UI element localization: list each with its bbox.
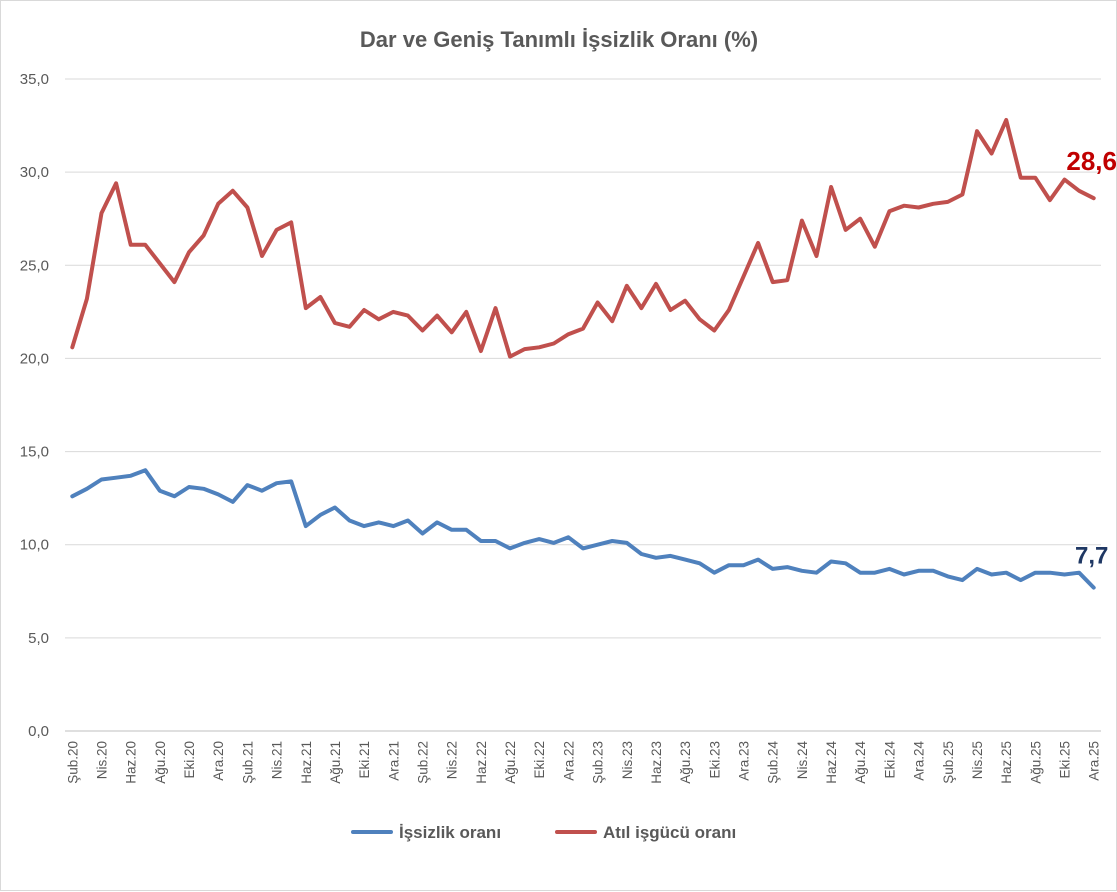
x-tick-label: Eki.23 [707, 741, 722, 779]
x-tick-label: Ağu.22 [503, 741, 518, 784]
series-line-1 [70, 118, 1096, 359]
x-tick-label: Ağu.21 [328, 741, 343, 784]
x-tick-label: Ara.24 [912, 741, 927, 781]
x-tick-label: Şub.25 [941, 741, 956, 784]
x-tick-label: Eki.21 [357, 741, 372, 779]
x-tick-label: Haz.21 [299, 741, 314, 784]
x-tick-label: Şub.20 [65, 741, 80, 784]
x-tick-label: Haz.25 [999, 741, 1014, 784]
x-tick-label: Eki.22 [532, 741, 547, 779]
x-tick-label: Haz.23 [649, 741, 664, 784]
x-tick-label: Ara.23 [737, 741, 752, 781]
legend[interactable]: İşsizlik oranı Atıl işgücü oranı [351, 823, 736, 842]
legend-item-1[interactable]: Atıl işgücü oranı [555, 823, 736, 842]
x-tick-label: Haz.20 [124, 741, 139, 784]
x-tick-label: Şub.23 [591, 741, 606, 784]
x-tick-label: Nis.20 [94, 741, 109, 779]
legend-label: Atıl işgücü oranı [603, 823, 736, 842]
x-tick-label: Haz.22 [474, 741, 489, 784]
y-tick-label: 0,0 [28, 723, 49, 740]
end-value-label-1: 28,6 [1066, 146, 1117, 176]
x-tick-label: Şub.22 [415, 741, 430, 784]
chart-title: Dar ve Geniş Tanımlı İşsizlik Oranı (%) [360, 27, 758, 52]
x-tick-label: Ağu.20 [153, 741, 168, 784]
legend-item-0[interactable]: İşsizlik oranı [351, 823, 501, 842]
x-tick-label: Eki.24 [882, 741, 897, 779]
x-tick-label: Ara.21 [386, 741, 401, 781]
series-lines [70, 118, 1096, 590]
y-tick-label: 30,0 [20, 164, 49, 181]
y-tick-label: 10,0 [20, 537, 49, 554]
x-tick-label: Nis.21 [270, 741, 285, 779]
x-tick-label: Şub.21 [240, 741, 255, 784]
x-tick-label: Haz.24 [824, 741, 839, 784]
y-tick-label: 15,0 [20, 444, 49, 461]
y-tick-label: 20,0 [20, 350, 49, 367]
series-line-0 [70, 468, 1096, 590]
x-tick-label: Nis.22 [445, 741, 460, 779]
end-labels: 7,7 28,6 [1066, 146, 1117, 569]
x-tick-label: Ara.22 [561, 741, 576, 781]
y-axis-ticks: 0,0 5,0 10,0 15,0 20,0 25,0 30,0 35,0 [20, 71, 49, 740]
x-tick-label: Ara.20 [211, 741, 226, 781]
x-tick-label: Nis.24 [795, 741, 810, 780]
x-tick-label: Ara.25 [1087, 741, 1102, 781]
x-tick-label: Nis.25 [970, 741, 985, 779]
x-axis-ticks: Şub.20 Nis.20 Haz.20 Ağu.20 Eki.20 Ara.20 Şub.… [65, 741, 1101, 784]
y-tick-label: 35,0 [20, 71, 49, 88]
x-tick-label: Ağu.24 [853, 741, 868, 784]
y-tick-label: 25,0 [20, 257, 49, 274]
legend-label: İşsizlik oranı [399, 823, 501, 842]
x-tick-label: Eki.20 [182, 741, 197, 779]
end-value-label-0: 7,7 [1075, 543, 1108, 570]
x-tick-label: Ağu.25 [1028, 741, 1043, 784]
gridlines [65, 78, 1101, 732]
x-tick-label: Şub.24 [766, 741, 781, 784]
x-tick-label: Ağu.23 [678, 741, 693, 784]
x-tick-label: Eki.25 [1058, 741, 1073, 779]
y-tick-label: 5,0 [28, 630, 49, 647]
x-tick-label: Nis.23 [620, 741, 635, 779]
